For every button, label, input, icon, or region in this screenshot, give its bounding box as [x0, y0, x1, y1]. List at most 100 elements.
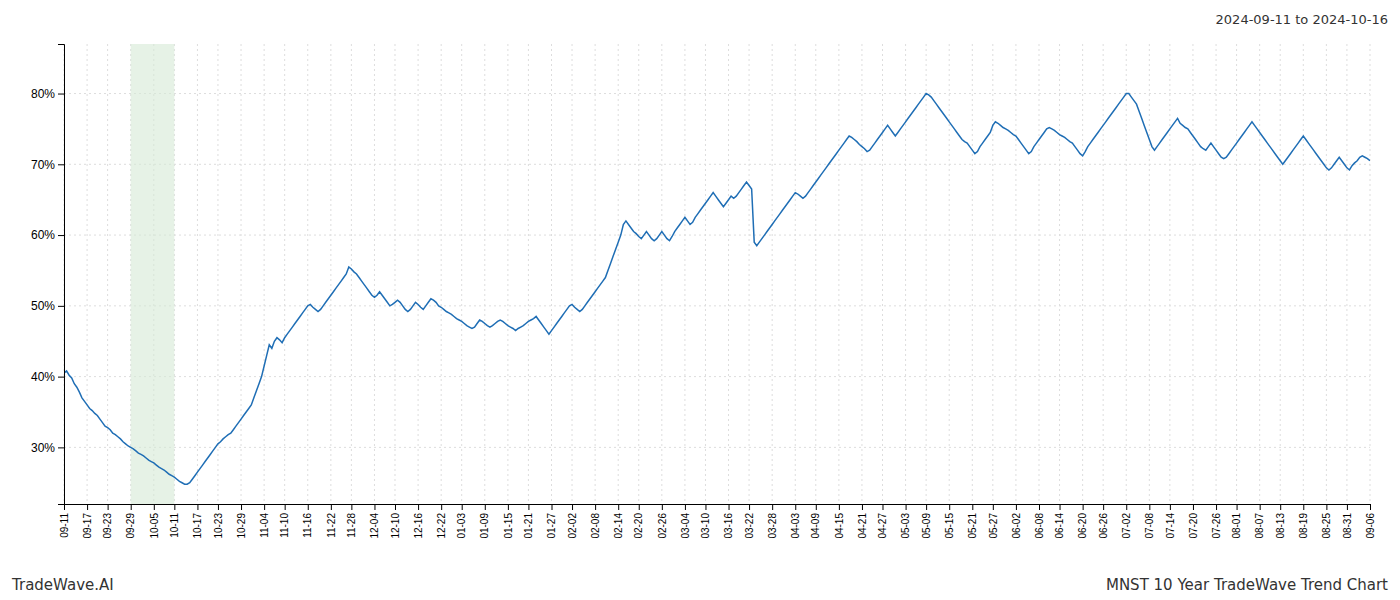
x-tick-label: 03-10 — [700, 513, 711, 539]
x-tick-mark — [87, 504, 88, 510]
x-tick: 03-16 — [723, 504, 734, 539]
marks — [64, 44, 1370, 504]
x-tick-mark — [1126, 504, 1127, 510]
y-tick-mark — [58, 306, 64, 307]
grid-line — [1259, 44, 1260, 504]
x-tick: 06-20 — [1077, 504, 1088, 539]
x-tick-label: 10-17 — [192, 513, 203, 539]
x-tick-mark — [816, 504, 817, 510]
x-tick: 05-27 — [988, 504, 999, 539]
x-tick: 03-22 — [744, 504, 755, 539]
x-tick: 01-15 — [503, 504, 514, 539]
x-tick-mark — [1016, 504, 1017, 510]
grid-line — [795, 44, 796, 504]
grid-line — [1346, 44, 1347, 504]
x-tick: 07-26 — [1211, 504, 1222, 539]
x-tick: 01-09 — [479, 504, 490, 539]
x-tick-mark — [174, 504, 175, 510]
x-tick-label: 06-08 — [1034, 513, 1045, 539]
x-tick: 12-04 — [369, 504, 380, 539]
x-tick-mark — [1193, 504, 1194, 510]
x-tick-mark — [618, 504, 619, 510]
grid-line — [1370, 44, 1371, 504]
x-tick: 11-04 — [259, 504, 270, 538]
grid-line — [815, 44, 816, 504]
x-tick: 08-25 — [1321, 504, 1332, 539]
x-tick-label: 07-14 — [1165, 513, 1176, 539]
x-tick-mark — [1149, 504, 1150, 510]
grid-line — [394, 44, 395, 504]
x-tick-mark — [1216, 504, 1217, 510]
shaded-region — [131, 44, 175, 504]
x-tick-mark — [308, 504, 309, 510]
x-tick: 10-05 — [149, 504, 160, 539]
grid-line — [64, 305, 1370, 306]
x-tick-label: 09-29 — [125, 513, 136, 539]
grid-line — [484, 44, 485, 504]
x-tick: 12-16 — [413, 504, 424, 539]
x-tick: 01-27 — [546, 504, 557, 539]
x-tick-mark — [662, 504, 663, 510]
grid-line — [705, 44, 706, 504]
x-tick-label: 04-27 — [877, 513, 888, 539]
x-tick-label: 09-17 — [82, 513, 93, 539]
x-tick-label: 12-10 — [390, 513, 401, 539]
x-tick-label: 09-23 — [102, 513, 113, 539]
x-tick: 10-23 — [213, 504, 224, 539]
x-tick-mark — [882, 504, 883, 510]
x-tick: 04-09 — [810, 504, 821, 539]
y-tick-mark — [58, 164, 64, 165]
grid-line — [551, 44, 552, 504]
x-tick-label: 05-03 — [900, 513, 911, 539]
grid-line — [1192, 44, 1193, 504]
x-tick: 04-15 — [834, 504, 845, 539]
y-tick: 60% — [31, 228, 64, 242]
x-tick: 02-20 — [633, 504, 644, 539]
x-tick-label: 09-11 — [59, 513, 70, 538]
x-tick: 02-02 — [567, 504, 578, 539]
x-tick-label: 08-31 — [1342, 513, 1353, 539]
x-tick-label: 01-27 — [546, 513, 557, 539]
x-tick-label: 01-03 — [456, 513, 467, 539]
x-tick-mark — [462, 504, 463, 510]
x-tick-mark — [862, 504, 863, 510]
x-tick: 07-08 — [1144, 504, 1155, 539]
x-tick: 01-03 — [456, 504, 467, 539]
grid-line — [772, 44, 773, 504]
grid-line — [87, 44, 88, 504]
x-tick-label: 10-05 — [149, 513, 160, 539]
x-tick: 09-06 — [1365, 504, 1376, 539]
grid-line — [418, 44, 419, 504]
x-tick-mark — [528, 504, 529, 510]
grid-line — [838, 44, 839, 504]
y-axis: 30%40%50%60%70%80% — [31, 45, 65, 505]
subtitle: 2024-09-11 to 2024-10-16 — [1216, 12, 1388, 27]
x-tick: 05-15 — [944, 504, 955, 539]
grid-line — [1039, 44, 1040, 504]
x-tick: 11-22 — [326, 504, 337, 538]
x-tick-mark — [1060, 504, 1061, 510]
x-tick: 04-03 — [790, 504, 801, 539]
x-tick: 02-08 — [590, 504, 601, 539]
y-tick-mark — [58, 377, 64, 378]
grid-line — [1303, 44, 1304, 504]
x-tick-label: 10-23 — [213, 513, 224, 539]
x-tick-label: 03-04 — [680, 513, 691, 539]
grid-line — [64, 376, 1370, 377]
y-axis-line — [58, 45, 65, 505]
y-tick: 30% — [31, 441, 64, 455]
x-tick-mark — [351, 504, 352, 510]
grid-line — [595, 44, 596, 504]
x-tick-mark — [749, 504, 750, 510]
x-tick: 04-21 — [857, 504, 868, 539]
x-tick-mark — [374, 504, 375, 510]
x-tick: 01-21 — [523, 504, 534, 539]
x-tick: 08-19 — [1298, 504, 1309, 539]
grid-line — [749, 44, 750, 504]
y-tick-label: 70% — [31, 158, 55, 172]
x-tick-label: 09-06 — [1365, 513, 1376, 539]
x-tick: 06-08 — [1034, 504, 1045, 539]
chart-container: 30%40%50%60%70%80%09-1109-1709-2309-2910… — [0, 0, 1400, 600]
x-tick-mark — [972, 504, 973, 510]
grid-line — [1326, 44, 1327, 504]
